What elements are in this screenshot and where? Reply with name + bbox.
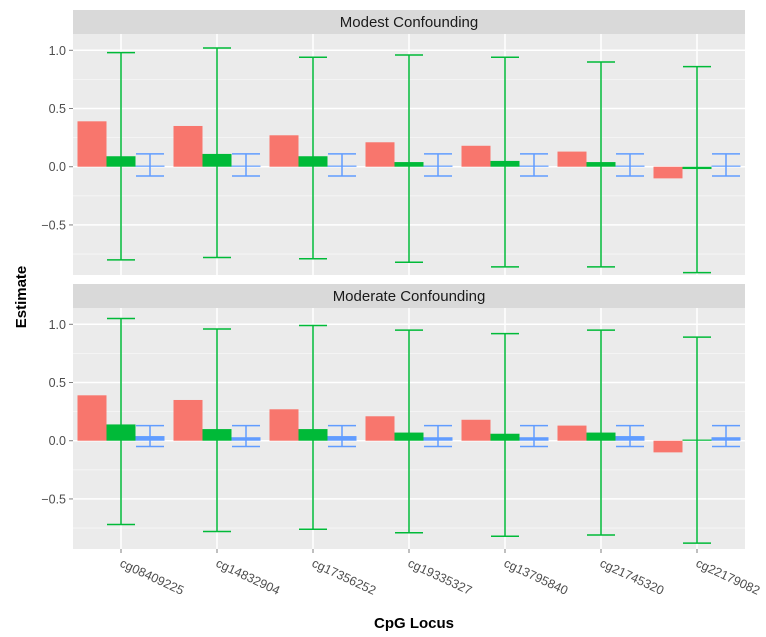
bar [461,145,491,167]
x-tick-label: cg14832904 [214,556,282,598]
bar [461,419,491,441]
panel-title: Modest Confounding [340,14,478,31]
y-tick-label: 0.5 [49,376,66,390]
x-tick-label: cg21745320 [598,556,666,598]
error-bars-series-3 [136,153,740,177]
y-tick-label: −0.5 [41,218,66,232]
y-tick-label: 0.5 [49,102,66,116]
bar [653,166,683,179]
series-1 [77,121,683,179]
x-tick-label: cg22179082 [694,556,762,598]
bar [269,409,299,441]
bar [557,151,587,167]
y-tick-label: 0.0 [49,434,66,448]
bar [173,399,203,441]
y-tick-label: 1.0 [49,318,66,332]
bar [557,425,587,441]
bar [365,142,395,167]
error-bars-series-2 [107,47,711,274]
panel-1: Modest Confounding −0.5 0.0 0.5 1.0 [41,10,745,275]
y-tick-label: 1.0 [49,44,66,58]
panel-strip [73,10,745,34]
y-tick-label: −0.5 [41,492,66,506]
error-bars-series-3 [136,424,740,448]
bar [77,121,107,167]
bar [653,440,683,453]
x-tick-label: cg08409225 [118,556,186,598]
x-tick-label: cg17356252 [310,556,378,598]
x-axis: cg08409225 cg14832904 cg17356252 cg19335327… [118,549,762,598]
error-bars-series-2 [107,317,711,544]
bar [77,395,107,441]
bar [365,416,395,441]
series-1 [77,395,683,453]
panel-strip [73,284,745,308]
bar [173,125,203,167]
y-axis-title: Estimate [13,266,30,329]
x-axis-title: CpG Locus [374,615,454,632]
x-tick-label: cg13795840 [502,556,570,598]
y-tick-label: 0.0 [49,160,66,174]
panel-title: Moderate Confounding [333,288,486,305]
bar [269,135,299,167]
panels-layer: Modest Confounding−0.50.00.51.0Moderate … [41,10,745,549]
x-tick-label: cg19335327 [406,556,474,598]
panel-2: Moderate Confounding −0.5 0.0 0.5 1.0 [41,284,745,549]
